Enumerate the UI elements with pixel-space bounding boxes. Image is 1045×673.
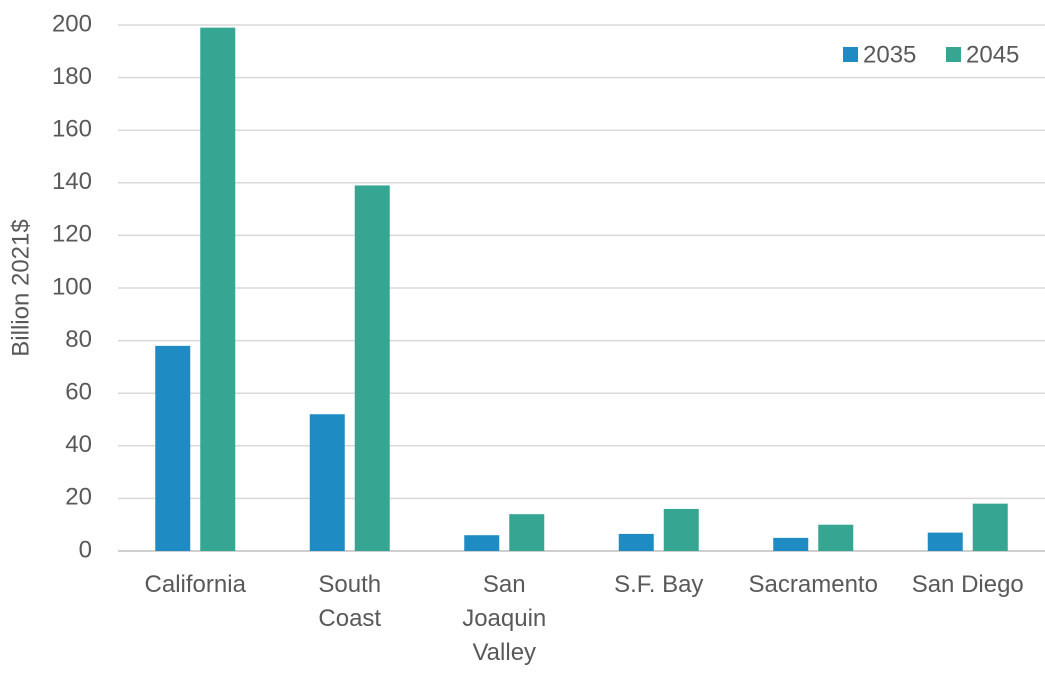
y-tick-label: 40: [65, 431, 92, 458]
x-tick-label: South Coast: [318, 571, 382, 632]
y-tick-label: 200: [52, 10, 92, 37]
bar: [927, 532, 963, 551]
bar: [200, 27, 236, 551]
bar: [155, 345, 191, 551]
x-tick-label: S.F. Bay: [614, 571, 704, 598]
y-tick-label: 160: [52, 116, 92, 143]
bar: [354, 185, 390, 551]
bar: [509, 514, 545, 551]
bar: [773, 537, 809, 551]
bar: [309, 414, 345, 551]
y-axis-label: Billion 2021$: [7, 219, 34, 356]
bar: [464, 535, 500, 551]
y-tick-label: 0: [79, 536, 92, 563]
y-tick-label: 180: [52, 63, 92, 90]
y-tick-label: 60: [65, 379, 92, 406]
bar: [618, 533, 654, 551]
bar: [818, 524, 854, 551]
y-tick-label: 120: [52, 221, 92, 248]
y-tick-label: 140: [52, 168, 92, 195]
x-tick-label: San Diego: [911, 571, 1024, 598]
x-tick-label: California: [144, 571, 246, 598]
legend-swatch: [843, 47, 858, 62]
bar: [663, 508, 699, 551]
legend-swatch: [946, 47, 961, 62]
y-tick-label: 80: [65, 326, 92, 353]
bar: [972, 503, 1008, 551]
y-tick-label: 100: [52, 273, 92, 300]
x-tick-label: Sacramento: [748, 571, 878, 598]
x-tick-label: San Joaquin Valley: [462, 571, 547, 666]
legend-label: 2035: [863, 41, 916, 68]
y-tick-label: 20: [65, 484, 92, 511]
legend-label: 2045: [966, 41, 1019, 68]
